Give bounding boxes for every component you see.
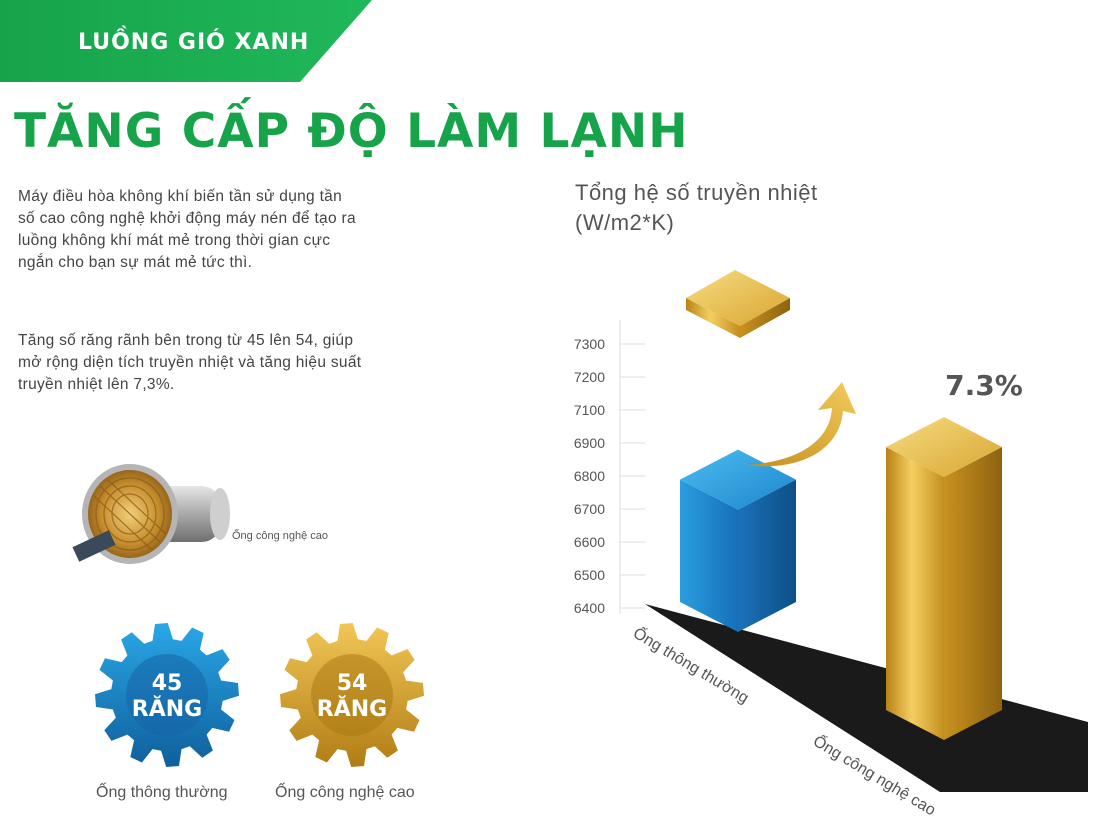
pipe-caption: Ống công nghệ cao (232, 530, 329, 542)
y-tick-label: 7100 (574, 402, 605, 418)
bar-front-face (680, 479, 738, 632)
gear-gold-icon: 54 RĂNG (280, 623, 424, 767)
bar-regular-pipe (680, 449, 796, 632)
increase-arrow-icon (745, 382, 856, 467)
gear-group: 45 RĂNG 54 RĂNG (95, 623, 424, 767)
y-tick-label: 7300 (574, 336, 605, 352)
y-tick-label: 6800 (574, 468, 605, 484)
bar-top-face (886, 417, 1002, 477)
bar-front-face (886, 447, 944, 740)
gear-unit-gold: RĂNG (317, 696, 387, 722)
chart-title: Tổng hệ số truyền nhiệt (W/m2*K) (575, 178, 818, 238)
bar-hightech-pipe (886, 417, 1002, 740)
bar-side-face (944, 447, 1002, 740)
banner-label: LUỒNG GIÓ XANH (78, 30, 310, 55)
y-tick-label: 6600 (574, 534, 605, 550)
banner-shape (0, 0, 372, 82)
bar-side-face (738, 479, 796, 632)
pipe-illustration (72, 464, 230, 564)
intro-paragraph: Máy điều hòa không khí biến tần sử dụng … (18, 188, 356, 271)
y-tick-label: 6500 (574, 567, 605, 583)
y-tick-label: 6400 (574, 600, 605, 616)
y-tick-label: 6900 (574, 435, 605, 451)
increase-annotation: 7.3% (945, 369, 1023, 402)
y-tick-label: 7200 (574, 369, 605, 385)
chart-floor (645, 604, 1088, 792)
page-headline: TĂNG CẤP ĐỘ LÀM LẠNH (14, 104, 689, 159)
gear-unit-blue: RĂNG (132, 696, 202, 722)
gear-blue-icon: 45 RĂNG (95, 623, 239, 767)
detail-paragraph: Tăng số răng rãnh bên trong từ 45 lên 54… (18, 332, 362, 393)
y-tick-label: 6700 (574, 501, 605, 517)
chart-title-main: Tổng hệ số truyền nhiệt (575, 180, 818, 205)
chart-title-unit: (W/m2*K) (575, 210, 675, 235)
gear-caption-regular: Ống thông thường (96, 784, 228, 801)
decorative-gold-cube-icon (686, 270, 790, 338)
gear-count-blue: 45 (152, 671, 183, 696)
gear-count-gold: 54 (337, 671, 368, 696)
gear-caption-hightech: Ống công nghệ cao (275, 784, 415, 801)
